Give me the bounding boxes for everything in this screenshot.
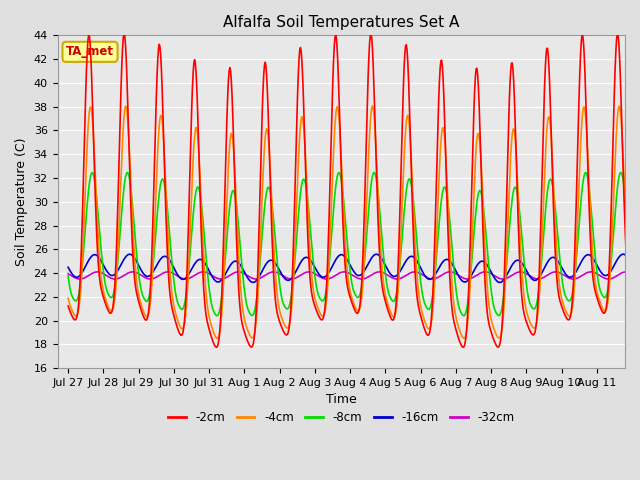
-8cm [64, 273, 72, 279]
-32cm [441, 271, 449, 276]
-4cm [284, 325, 292, 331]
-4cm [263, 126, 271, 132]
-16cm [131, 255, 138, 261]
-2cm [263, 72, 271, 78]
-16cm [262, 262, 269, 267]
-8cm [131, 224, 138, 229]
-2cm [441, 114, 449, 120]
-16cm [496, 279, 504, 285]
-16cm [440, 258, 447, 264]
-4cm [369, 103, 376, 109]
Line: -16cm: -16cm [68, 254, 632, 282]
-8cm [284, 306, 291, 312]
-32cm [235, 269, 243, 275]
-16cm [64, 264, 72, 270]
-2cm [284, 330, 292, 336]
-32cm [64, 271, 72, 276]
-4cm [235, 252, 243, 258]
-4cm [410, 210, 417, 216]
-16cm [408, 253, 416, 259]
-4cm [214, 336, 221, 341]
-8cm [262, 193, 269, 199]
-8cm [370, 169, 378, 175]
-32cm [622, 269, 630, 275]
Line: -8cm: -8cm [68, 172, 632, 316]
-32cm [131, 269, 139, 275]
-2cm [64, 303, 72, 309]
-2cm [120, 30, 128, 36]
-4cm [442, 144, 449, 150]
-16cm [234, 259, 242, 265]
-32cm [628, 271, 636, 276]
-32cm [76, 276, 84, 282]
Line: -2cm: -2cm [68, 33, 632, 347]
-8cm [628, 270, 636, 276]
-8cm [234, 217, 242, 223]
-8cm [441, 184, 449, 190]
-4cm [64, 295, 72, 301]
Text: TA_met: TA_met [66, 45, 114, 58]
-32cm [263, 272, 271, 277]
Title: Alfalfa Soil Temperatures Set A: Alfalfa Soil Temperatures Set A [223, 15, 460, 30]
Line: -4cm: -4cm [68, 106, 632, 338]
-16cm [284, 277, 291, 283]
-32cm [409, 269, 417, 275]
Legend: -2cm, -4cm, -8cm, -16cm, -32cm: -2cm, -4cm, -8cm, -16cm, -32cm [163, 407, 519, 429]
X-axis label: Time: Time [326, 394, 356, 407]
-8cm [460, 313, 467, 319]
-4cm [131, 250, 138, 256]
-2cm [131, 280, 139, 286]
-16cm [620, 252, 627, 257]
-2cm [409, 220, 417, 226]
-2cm [459, 344, 467, 350]
-16cm [628, 263, 636, 268]
-4cm [628, 291, 636, 297]
-2cm [628, 299, 636, 304]
Line: -32cm: -32cm [68, 272, 632, 279]
-32cm [284, 276, 292, 281]
-8cm [409, 194, 417, 200]
Y-axis label: Soil Temperature (C): Soil Temperature (C) [15, 137, 28, 266]
-2cm [235, 286, 243, 292]
